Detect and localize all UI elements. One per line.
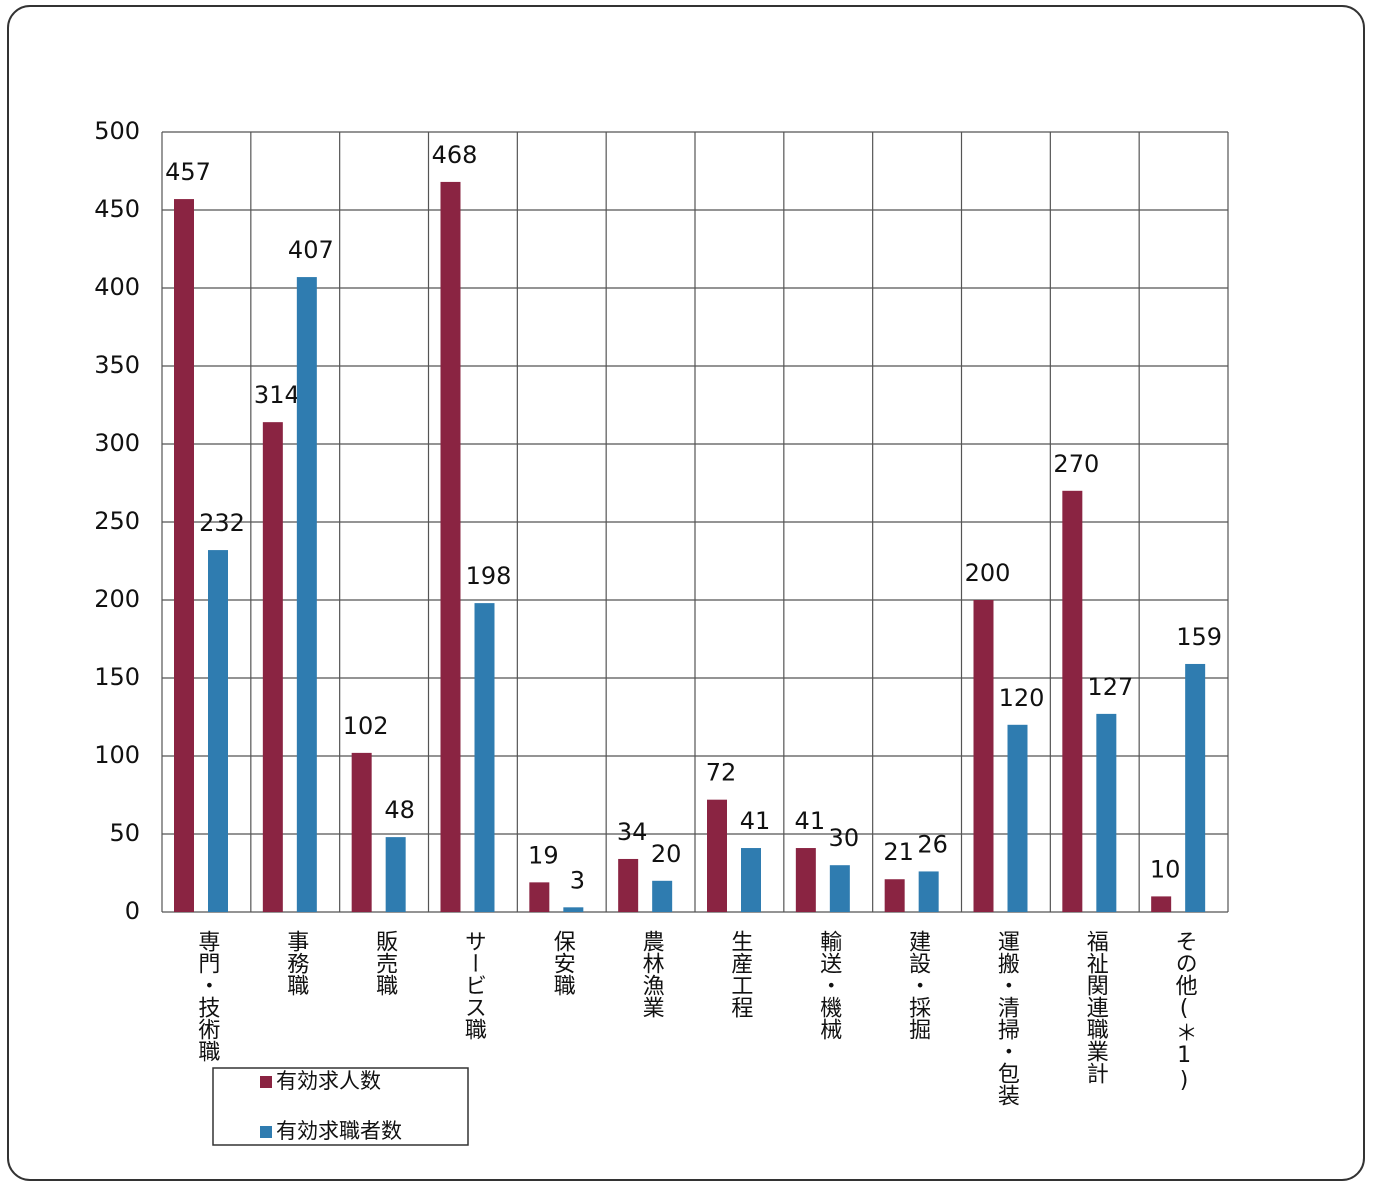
- bar: [174, 199, 194, 912]
- y-tick-label: 50: [109, 819, 140, 847]
- value-label: 457: [165, 158, 211, 186]
- bar: [262, 422, 283, 912]
- bar: [918, 871, 939, 912]
- value-label: 41: [740, 807, 771, 835]
- value-label: 232: [199, 509, 245, 537]
- value-label: 198: [466, 562, 512, 590]
- value-label: 30: [829, 824, 860, 852]
- y-tick-label: 350: [94, 351, 140, 379]
- value-label: 10: [1150, 855, 1181, 883]
- bar: [440, 181, 461, 913]
- value-label: 468: [432, 141, 478, 169]
- y-tick-label: 300: [94, 429, 140, 457]
- value-label: 270: [1053, 450, 1099, 478]
- x-tick-label: 生産工程: [727, 930, 753, 1018]
- value-label: 102: [343, 712, 389, 740]
- legend-label: 有効求職者数: [276, 1119, 402, 1143]
- bar: [707, 799, 727, 912]
- bar: [829, 865, 850, 912]
- bar: [1151, 896, 1172, 912]
- bar: [1096, 713, 1117, 912]
- x-tick-label: その他(＊1): [1172, 930, 1198, 1093]
- value-label: 120: [999, 684, 1045, 712]
- x-tick-label: 農林漁業: [639, 930, 665, 1018]
- y-tick-label: 150: [94, 663, 140, 691]
- y-tick-label: 100: [94, 741, 140, 769]
- y-tick-label: 450: [94, 195, 140, 223]
- bar: [884, 879, 905, 912]
- bar: [208, 550, 228, 912]
- bar: [529, 882, 550, 912]
- value-label: 48: [384, 796, 415, 824]
- x-tick-label: 福祉関連職業計: [1083, 930, 1109, 1084]
- x-tick-label: 専門・技術職: [194, 930, 220, 1062]
- x-tick-label: 販売職: [372, 930, 398, 996]
- value-label: 41: [795, 807, 826, 835]
- y-tick-label: 0: [125, 897, 140, 925]
- x-tick-label: 事務職: [283, 930, 309, 996]
- value-label: 20: [651, 840, 682, 868]
- x-tick-label: 保安職: [550, 930, 576, 996]
- bar: [652, 880, 673, 912]
- legend-swatch: [260, 1126, 272, 1138]
- bar: [1007, 724, 1028, 912]
- bar: [351, 752, 372, 912]
- x-tick-label: サービス職: [461, 930, 487, 1040]
- y-tick-label: 250: [94, 507, 140, 535]
- value-label: 21: [883, 838, 914, 866]
- value-label: 19: [528, 841, 559, 869]
- bar: [1062, 490, 1083, 912]
- bar: [618, 858, 639, 912]
- bar: [563, 907, 584, 912]
- value-label: 72: [706, 759, 737, 787]
- x-tick-label: 輸送・機械: [816, 930, 842, 1040]
- x-tick-label: 運搬・清掃・包装: [994, 930, 1020, 1106]
- value-label: 34: [617, 818, 648, 846]
- x-tick-label: 建設・採掘: [905, 930, 931, 1040]
- bar: [741, 848, 761, 912]
- legend-swatch: [260, 1076, 272, 1088]
- value-label: 200: [965, 559, 1011, 587]
- bar: [474, 603, 495, 912]
- legend-label: 有効求人数: [276, 1069, 381, 1093]
- y-tick-label: 200: [94, 585, 140, 613]
- bar: [385, 837, 406, 912]
- value-label: 159: [1176, 623, 1222, 651]
- y-tick-label: 400: [94, 273, 140, 301]
- value-label: 407: [288, 236, 334, 264]
- bar: [296, 277, 317, 913]
- value-label: 26: [917, 830, 948, 858]
- legend-box: [212, 1067, 469, 1146]
- value-label: 127: [1087, 673, 1133, 701]
- y-tick-label: 500: [94, 117, 140, 145]
- value-label: 3: [570, 866, 585, 894]
- bar: [795, 848, 816, 912]
- bar: [973, 600, 994, 912]
- value-label: 314: [254, 381, 300, 409]
- bar: [1185, 663, 1206, 912]
